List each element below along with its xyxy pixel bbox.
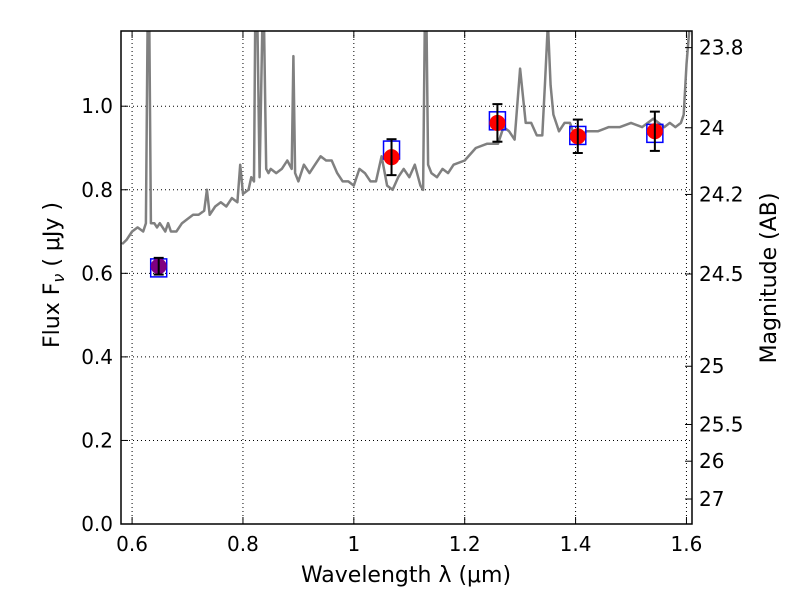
y2-tick-label: 24.2	[699, 182, 744, 206]
y2-tick-label: 23.8	[699, 36, 744, 60]
y2-tick-label: 24.5	[699, 262, 744, 286]
y-axis-label-unit: ( μJy )	[40, 202, 65, 274]
y-axis-label: Flux Fν ( μJy )	[40, 202, 68, 348]
model-spectrum	[121, 31, 691, 246]
grid	[121, 31, 692, 524]
y2-tick-label: 25	[699, 354, 724, 378]
y-tick-label: 0.6	[81, 261, 113, 285]
x-tick-label: 1.4	[560, 532, 592, 556]
model-spectrum-line	[121, 31, 691, 246]
x-tick-label: 0.8	[227, 532, 259, 556]
y2-tick-label: 25.5	[699, 412, 744, 436]
y-tick-label: 0.8	[81, 178, 113, 202]
y-tick-label: 1.0	[81, 94, 113, 118]
x-tick-label: 1	[347, 532, 360, 556]
y2-tick-label: 24	[699, 116, 724, 140]
x-tick-label: 1.6	[671, 532, 703, 556]
photometry-points	[149, 103, 664, 278]
x-tick-label: 1.2	[449, 532, 481, 556]
y2-axis-label: Magnitude (AB)	[757, 193, 782, 364]
y-tick-label: 0.4	[81, 345, 113, 369]
y-axis-label-sub: ν	[49, 274, 68, 283]
y2-tick-label: 26	[699, 449, 724, 473]
plot-frame	[120, 30, 693, 525]
y-tick-label: 0.2	[81, 428, 113, 452]
y-axis-label-main: Flux F	[40, 283, 65, 348]
y-tick-label: 0.0	[81, 512, 113, 536]
x-tick-label: 0.6	[116, 532, 148, 556]
x-axis-label: Wavelength λ (μm)	[301, 563, 511, 588]
axis-ticks: 0.6 0.8 1 1.2 1.4 1.6 0.0 0.2 0.4 0.6 0.8 1.0 23.8 24…	[81, 31, 744, 556]
y2-tick-label: 27	[699, 487, 724, 511]
